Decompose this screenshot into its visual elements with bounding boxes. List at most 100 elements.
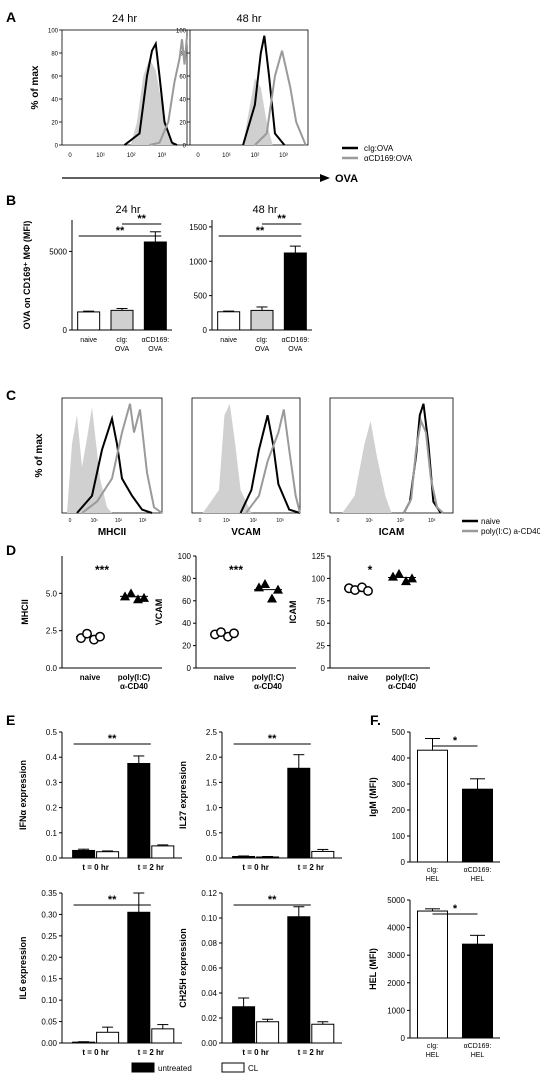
x-tick-label: 10² [127, 153, 136, 159]
y-tick-label: 500 [194, 292, 208, 301]
y-tick-label: 2.0 [206, 753, 218, 762]
histogram-x-label: ICAM [379, 527, 405, 538]
histogram-line-acd169 [149, 35, 188, 146]
x-category-label: poly(I:C) [252, 673, 285, 682]
x-category-label: poly(I:C) [386, 673, 419, 682]
y-tick-label: 0.3 [46, 778, 58, 787]
y-axis-label: IgM (MFI) [368, 777, 378, 817]
bar-cl [311, 1023, 335, 1044]
y-tick-label: 0.25 [41, 932, 57, 941]
significance-marker: * [368, 563, 373, 577]
y-tick-label: 40 [182, 619, 191, 628]
y-tick-label: 125 [312, 552, 326, 561]
scatter-point-polyic [260, 579, 270, 588]
x-category-label: αCD169: [141, 337, 169, 344]
scatter-point-polyic [139, 592, 149, 602]
significance-marker: ** [108, 894, 117, 906]
legend-label-acd169: αCD169:OVA [364, 154, 413, 163]
histogram-line-polyic [402, 417, 444, 514]
significance-marker: * [453, 735, 458, 747]
legend-label-naive: naive [481, 517, 501, 526]
y-tick-label: 300 [392, 780, 406, 789]
bar [217, 311, 241, 331]
bar-cl [96, 851, 120, 859]
y-axis-label: OVA on CD169⁺ MΦ (MFI) [22, 221, 32, 330]
panel-letter-a: A [6, 9, 16, 25]
legend-label-untreated: untreated [158, 1064, 192, 1073]
x-tick-label: 0 [337, 518, 340, 524]
y-tick-label: 0.30 [41, 910, 57, 919]
x-category-label: OVA [255, 346, 270, 353]
y-tick-label: 1500 [189, 223, 207, 232]
y-tick-label: 0.0 [46, 664, 58, 673]
bar-untreated [127, 763, 151, 859]
significance-marker: ** [108, 733, 117, 745]
y-tick-label: 5000 [387, 896, 405, 905]
y-tick-label: 400 [392, 754, 406, 763]
x-tick-label: 10¹ [91, 518, 99, 524]
histogram-fill [202, 403, 252, 513]
x-category-label: cIg: [427, 867, 438, 874]
x-tick-label: 10³ [279, 153, 288, 159]
scatter-point-polyic [120, 591, 130, 601]
y-tick-label: 100 [312, 574, 326, 583]
histogram-x-label: VCAM [231, 527, 260, 538]
bar-cl [151, 845, 175, 859]
significance-marker: ** [116, 225, 125, 237]
x-category-label: poly(I:C) [118, 673, 151, 682]
y-tick-label: 4000 [387, 924, 405, 933]
y-tick-label: 0 [187, 664, 192, 673]
bar-untreated [72, 849, 96, 859]
y-tick-label: 2000 [387, 979, 405, 988]
legend-swatch-untreated [131, 1062, 155, 1073]
bar-untreated [232, 1006, 256, 1044]
y-tick-label: 80 [182, 574, 191, 583]
y-axis-label: IL27 expression [178, 761, 188, 829]
y-tick-label: 20 [182, 642, 191, 651]
y-tick-label: 25 [316, 642, 325, 651]
y-tick-label: 0.10 [41, 996, 57, 1005]
y-tick-label: 0.00 [41, 1039, 57, 1048]
scatter-point-polyic [126, 588, 136, 598]
significance-marker: *** [229, 563, 243, 577]
panel-letter-b: B [6, 192, 16, 208]
y-tick-label: 0.0 [46, 854, 58, 863]
y-axis-label: IFNα expression [18, 760, 28, 830]
y-tick-label: 0.06 [201, 964, 217, 973]
histogram-line-acd169 [254, 50, 307, 146]
x-category-label: t = 0 hr [82, 863, 108, 872]
panel-letter-c: C [6, 387, 16, 403]
bar-untreated [127, 911, 151, 1044]
x-category-label: cIg: [427, 1043, 438, 1050]
y-tick-label: 200 [392, 806, 406, 815]
y-tick-label: 0 [203, 326, 208, 335]
bar-cl [311, 850, 335, 859]
bar-cl [256, 856, 280, 859]
x-tick-label: 10² [115, 518, 123, 524]
scatter-point-naive [82, 628, 92, 639]
bar-cl [256, 1021, 280, 1044]
histogram-fill [243, 78, 273, 145]
x-category-label: OVA [115, 346, 130, 353]
bar-cl [96, 1031, 120, 1044]
scatter-point-polyic [254, 582, 264, 592]
bar-untreated [287, 916, 311, 1044]
y-tick-label: 5.0 [46, 589, 58, 598]
panel-letter-e: E [6, 712, 15, 728]
x-tick-label: 10¹ [366, 518, 374, 524]
x-category-label: HEL [426, 876, 440, 883]
x-category-label: αCD169: [464, 1043, 492, 1050]
y-tick-label: 40 [51, 98, 58, 104]
y-tick-label: 50 [316, 619, 325, 628]
x-tick-label: 0 [68, 153, 72, 159]
y-tick-label: 0.2 [46, 804, 58, 813]
y-tick-label: 100 [178, 552, 192, 561]
y-tick-label: 0.00 [201, 1039, 217, 1048]
x-category-label: HEL [471, 1052, 485, 1059]
x-category-label: naive [348, 673, 369, 682]
bar [250, 309, 274, 331]
x-category-label: t = 2 hr [298, 1048, 324, 1057]
x-tick-label: 10³ [157, 153, 166, 159]
histogram-line-cig [242, 35, 286, 146]
chart-title: 48 hr [252, 204, 277, 216]
